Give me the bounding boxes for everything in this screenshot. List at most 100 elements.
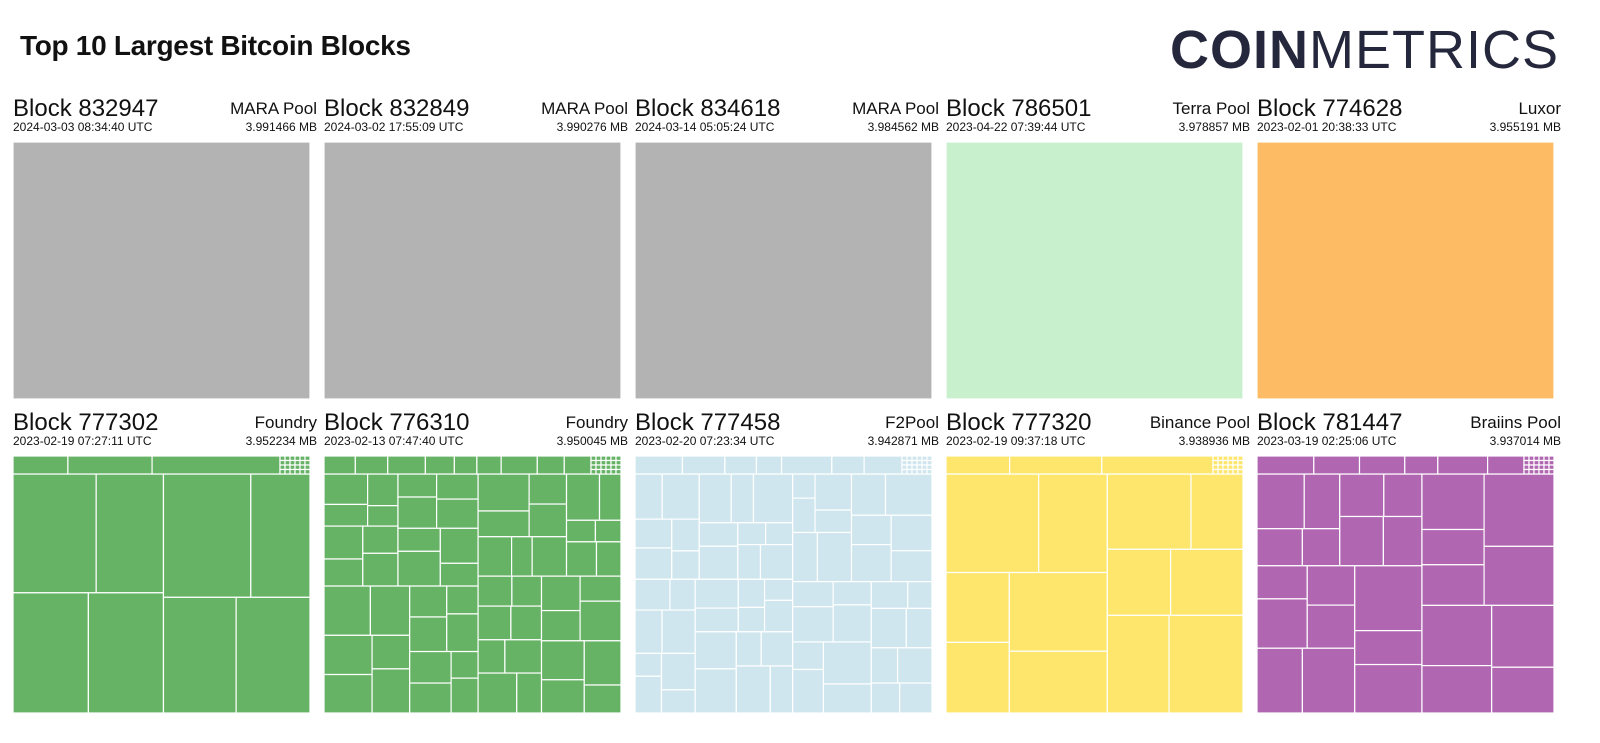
transaction-cell [1227, 456, 1234, 462]
block-timestamp: 2023-02-19 07:27:11 UTC [13, 434, 152, 448]
transaction-cell [906, 468, 913, 475]
transaction-cell [362, 525, 399, 554]
transaction-cell [583, 640, 621, 686]
transaction-cell [832, 581, 872, 606]
transaction-cell [450, 677, 479, 713]
transaction-cell [13, 456, 69, 475]
transaction-cell [289, 464, 296, 471]
block-timestamp: 2023-02-01 20:38:33 UTC [1257, 120, 1397, 134]
transaction-cell [780, 456, 833, 475]
block-number: Block 781447 [1257, 409, 1403, 436]
transaction-cell [477, 605, 512, 641]
block-size: 3.942871 MB [867, 434, 939, 448]
transaction-cell [1421, 564, 1485, 606]
transaction-cell [1257, 565, 1308, 600]
transaction-cell [1382, 515, 1423, 567]
coinmetrics-logo: COINMETRICS [1170, 20, 1559, 80]
transaction-cell [284, 459, 291, 466]
transaction-cell [299, 456, 306, 462]
transaction-cell [1354, 565, 1423, 632]
transaction-cell [635, 675, 663, 713]
transaction-cell [660, 652, 696, 691]
transaction-cell [1543, 468, 1550, 475]
transaction-cell [822, 683, 872, 713]
transaction-cell [324, 673, 373, 713]
transaction-cell [299, 468, 306, 475]
transaction-cell [1383, 473, 1423, 518]
transaction-cell [1222, 464, 1229, 471]
transaction-cell [162, 596, 237, 713]
transaction-cell [792, 531, 819, 583]
transaction-cell [600, 468, 607, 475]
transaction-cell [870, 581, 909, 610]
transaction-cell [324, 503, 369, 527]
transaction-cell [1339, 473, 1385, 518]
transaction-cell [1257, 142, 1554, 399]
block-treemap [13, 142, 310, 399]
block-timestamp: 2024-03-03 08:34:40 UTC [13, 120, 153, 134]
transaction-cell [698, 522, 739, 547]
transaction-cell [424, 456, 455, 475]
transaction-cell [1528, 468, 1535, 475]
transaction-cell [371, 634, 411, 670]
transaction-cell [635, 142, 932, 399]
transaction-cell [324, 585, 371, 636]
transaction-cell [1483, 545, 1554, 606]
transaction-cell [590, 456, 597, 462]
transaction-cell [1301, 528, 1341, 567]
transaction-cell [1106, 548, 1172, 616]
transaction-cell [1232, 459, 1239, 466]
transaction-cell [579, 600, 621, 642]
transaction-cell [436, 473, 479, 500]
transaction-cell [477, 575, 513, 607]
transaction-cell [1533, 459, 1540, 466]
transaction-cell [759, 543, 794, 580]
transaction-cell [1538, 459, 1545, 466]
transaction-cell [635, 652, 663, 677]
transaction-cell [1548, 468, 1554, 475]
transaction-cell [916, 456, 923, 462]
transaction-cell [901, 468, 908, 475]
transaction-cell [1232, 456, 1239, 462]
transaction-cell [409, 616, 448, 653]
transaction-cell [446, 585, 479, 615]
transaction-cell [1190, 473, 1243, 550]
transaction-cell [95, 473, 165, 594]
transaction-cell [87, 592, 165, 713]
transaction-cell [387, 456, 426, 475]
transaction-cell [1421, 604, 1493, 667]
transaction-cell [289, 468, 296, 475]
transaction-cell [763, 578, 794, 601]
transaction-cell [450, 650, 479, 679]
transaction-cell [946, 456, 1011, 475]
transaction-cell [816, 531, 853, 583]
transaction-cell [832, 604, 872, 643]
transaction-cell [477, 639, 506, 674]
transaction-cell [595, 541, 621, 577]
transaction-cell [661, 609, 696, 654]
transaction-cell [439, 562, 479, 587]
transaction-cell [1217, 459, 1224, 466]
transaction-cell [1306, 565, 1356, 606]
transaction-cell [540, 640, 585, 681]
transaction-cell [1487, 456, 1525, 475]
transaction-cell [1533, 456, 1540, 462]
transaction-cell [901, 456, 908, 462]
transaction-cell [531, 536, 568, 577]
transaction-cell [1168, 614, 1243, 713]
mining-pool: Luxor [1518, 99, 1561, 118]
block-number: Block 776310 [324, 409, 470, 436]
transaction-cell [814, 473, 853, 511]
block-size: 3.991466 MB [245, 120, 317, 134]
transaction-cell [299, 459, 306, 466]
block-number: Block 777320 [946, 409, 1092, 436]
transaction-cell [1358, 456, 1406, 475]
mining-pool: F2Pool [885, 413, 939, 432]
transaction-cell [1222, 468, 1229, 475]
transaction-cell [605, 464, 612, 471]
transaction-cell [595, 456, 602, 462]
transaction-cell [600, 464, 607, 471]
transaction-cell [598, 473, 621, 521]
transaction-cell [911, 464, 918, 471]
transaction-cell [737, 543, 762, 580]
